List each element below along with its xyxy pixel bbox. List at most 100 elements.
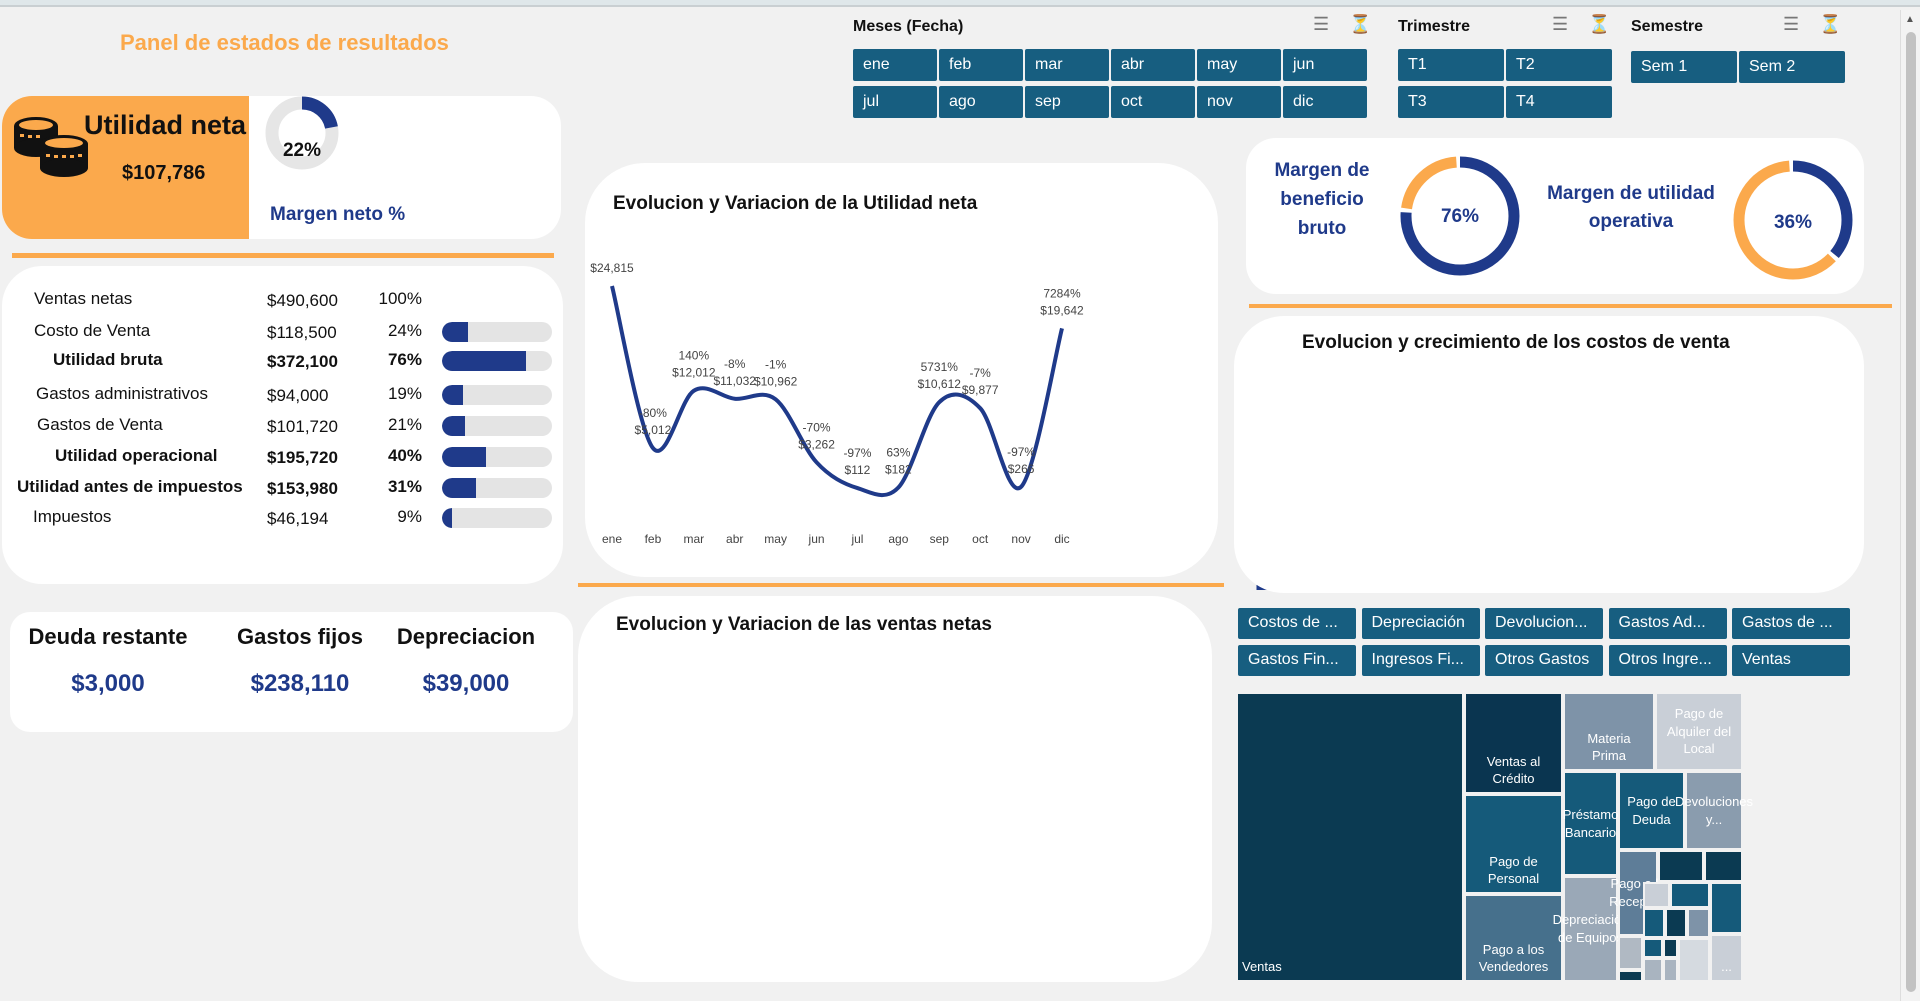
net-income-chart-card <box>585 163 1218 577</box>
treemap-cell[interactable]: Préstamo Bancario <box>1563 771 1618 876</box>
category-button[interactable]: Gastos Fin... <box>1238 645 1356 676</box>
category-button[interactable]: Devolucion... <box>1485 608 1603 639</box>
summary-label: Deuda restante <box>28 624 188 649</box>
category-button[interactable]: Costos de ... <box>1238 608 1356 639</box>
clear-filter-icon[interactable]: ⏳ <box>1588 14 1611 34</box>
treemap-cell[interactable]: Ventas <box>1236 692 1464 982</box>
treemap-cell[interactable]: Pago a los Vendedores <box>1464 894 1563 982</box>
slicer-item-T4[interactable]: T4 <box>1506 86 1612 118</box>
percent-bar <box>442 416 552 436</box>
multi-select-icon[interactable]: ☰ <box>1552 14 1569 34</box>
multi-select-icon[interactable]: ☰ <box>1313 14 1330 34</box>
slicer-item-dic[interactable]: dic <box>1283 86 1367 118</box>
treemap-cell[interactable] <box>1687 908 1710 938</box>
statement-value: $153,980 <box>267 479 338 498</box>
summary-value: $3,000 <box>71 670 145 697</box>
slicer-item-T3[interactable]: T3 <box>1398 86 1504 118</box>
percent-bar-fill <box>442 447 486 467</box>
treemap-cell[interactable]: Devoluciones y... <box>1675 771 1753 850</box>
treemap-cell[interactable] <box>1678 938 1710 982</box>
clear-filter-icon[interactable]: ⏳ <box>1349 14 1372 34</box>
category-button[interactable]: Depreciación <box>1361 608 1480 639</box>
scroll-thumb[interactable] <box>1906 32 1916 992</box>
net-sales-chart-card <box>578 596 1212 982</box>
slicer-item-sep[interactable]: sep <box>1025 86 1109 118</box>
treemap-cell[interactable] <box>1618 936 1643 970</box>
donut-remainder <box>1733 160 1853 280</box>
statement-percent: 19% <box>387 384 422 403</box>
slicer-item-feb[interactable]: feb <box>939 49 1023 81</box>
donut-value-arc <box>1733 160 1853 280</box>
slicer-item-jul[interactable]: jul <box>853 86 937 118</box>
treemap-cell[interactable] <box>1643 882 1670 908</box>
vertical-scrollbar[interactable]: ▲ <box>1900 10 1920 1001</box>
divider <box>1249 304 1892 308</box>
treemap-cell[interactable] <box>1643 908 1665 938</box>
category-button[interactable]: Otros Gastos <box>1485 645 1603 676</box>
operating-margin-value: 36% <box>1773 212 1813 233</box>
slicer-item-nov[interactable]: nov <box>1197 86 1281 118</box>
slicer-item-mar[interactable]: mar <box>1025 49 1109 81</box>
statement-label: Utilidad bruta <box>53 350 163 369</box>
category-button[interactable]: Gastos Ad... <box>1608 608 1727 639</box>
treemap-cell[interactable] <box>1710 882 1743 934</box>
months-slicer-label: Meses (Fecha) <box>853 18 964 35</box>
treemap-cell[interactable] <box>1670 882 1710 908</box>
net-income-value: $107,786 <box>122 162 206 184</box>
percent-bar-fill <box>442 416 466 436</box>
clear-filter-icon[interactable]: ⏳ <box>1819 14 1842 34</box>
treemap-cell[interactable] <box>1663 938 1678 958</box>
slicer-item-jun[interactable]: jun <box>1283 49 1367 81</box>
category-button[interactable]: Ingresos Fi... <box>1361 645 1480 676</box>
donut-value-arc <box>265 96 339 170</box>
gross-margin-donut <box>1400 156 1520 276</box>
window-top-bar <box>0 0 1920 7</box>
net-sales-chart-title: Evolucion y Variacion de las ventas neta… <box>616 614 992 635</box>
percent-bar <box>442 385 552 405</box>
category-button[interactable]: Gastos de ... <box>1732 608 1850 639</box>
statement-value: $490,600 <box>267 291 338 310</box>
margins-card: Margen de beneficio bruto 76% Margen de … <box>1246 138 1864 294</box>
slicer-item-T1[interactable]: T1 <box>1398 49 1504 81</box>
slicer-item-ago[interactable]: ago <box>939 86 1023 118</box>
category-button[interactable]: Ventas <box>1732 645 1850 676</box>
slicer-item-ene[interactable]: ene <box>853 49 937 81</box>
treemap-cell[interactable] <box>1643 938 1663 958</box>
percent-bar <box>442 478 552 498</box>
slicer-item-oct[interactable]: oct <box>1111 86 1195 118</box>
category-button[interactable]: Otros Ingre... <box>1608 645 1727 676</box>
treemap-cell[interactable]: Pago de Deuda <box>1618 771 1685 850</box>
statement-label: Utilidad antes de impuestos <box>17 477 243 496</box>
slicer-item-Sem-1[interactable]: Sem 1 <box>1631 51 1737 83</box>
scroll-up-icon[interactable]: ▲ <box>1905 14 1915 25</box>
slicer-item-Sem-2[interactable]: Sem 2 <box>1739 51 1845 83</box>
multi-select-icon[interactable]: ☰ <box>1783 14 1800 34</box>
slicer-item-may[interactable]: may <box>1197 49 1281 81</box>
treemap-cell[interactable] <box>1663 958 1678 982</box>
treemap-cell[interactable]: Pago de Alquiler del Local <box>1655 692 1743 771</box>
slicer-item-abr[interactable]: abr <box>1111 49 1195 81</box>
net-margin-donut <box>265 96 339 170</box>
slicer-item-T2[interactable]: T2 <box>1506 49 1612 81</box>
percent-bar-fill <box>442 351 526 371</box>
treemap-cell[interactable]: Pago de Personal <box>1464 794 1563 894</box>
statement-label: Costo de Venta <box>34 321 151 340</box>
treemap-cell[interactable] <box>1658 850 1704 882</box>
treemap-cell[interactable] <box>1643 958 1663 982</box>
treemap-cell[interactable] <box>1704 850 1743 882</box>
percent-bar-fill <box>442 478 477 498</box>
treemap-cell[interactable]: Depreciación de Equipos <box>1553 876 1628 982</box>
statement-percent: 100% <box>378 289 422 308</box>
statement-label: Gastos administrativos <box>36 384 208 403</box>
treemap-cell-label: Devoluciones y... <box>1674 793 1754 827</box>
operating-margin-donut <box>1733 160 1853 280</box>
treemap-cell[interactable]: ... <box>1710 934 1743 982</box>
treemap-cell[interactable]: Ventas al Crédito <box>1464 692 1563 794</box>
treemap-cell[interactable] <box>1665 908 1687 938</box>
treemap-cell[interactable] <box>1618 970 1643 982</box>
summary-value: $238,110 <box>250 670 350 697</box>
treemap-cell[interactable]: Materia Prima <box>1563 692 1655 771</box>
treemap-cell-label: Pago a los Vendedores <box>1478 941 1549 975</box>
net-income-card: Utilidad neta $107,786 22% Margen neto % <box>2 96 561 239</box>
cost-chart-card <box>1234 316 1864 593</box>
